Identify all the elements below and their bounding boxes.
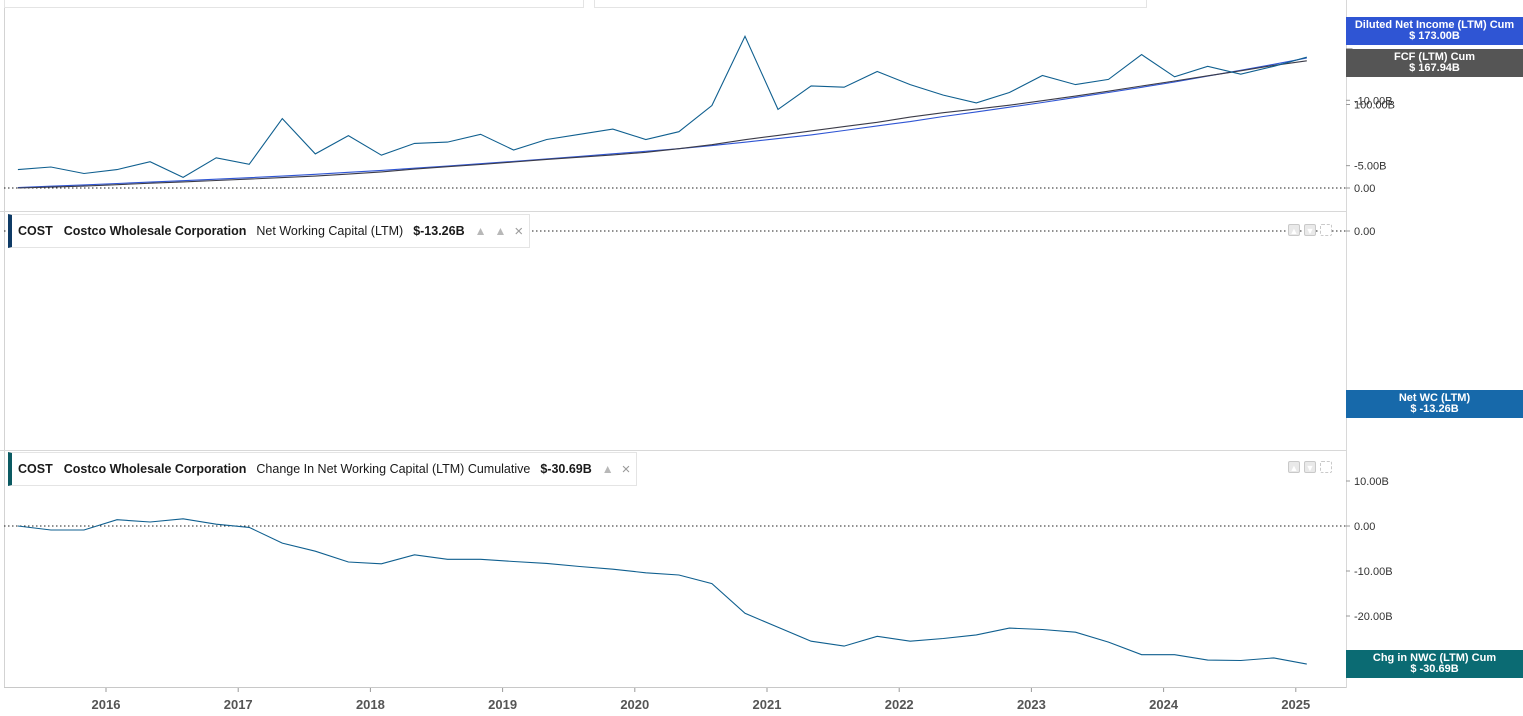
- close-icon[interactable]: ×: [514, 222, 524, 240]
- x-tick-label: 2024: [1149, 697, 1179, 712]
- tag-fcf-cum: FCF (LTM) Cum $ 167.94B: [1346, 49, 1523, 77]
- legend-net-working-capital[interactable]: COST Costco Wholesale Corporation Net Wo…: [8, 214, 531, 248]
- x-tick-label: 2017: [224, 697, 253, 712]
- x-tick-label: 2020: [620, 697, 649, 712]
- copy-icon[interactable]: ▲: [494, 224, 507, 238]
- move-up-icon[interactable]: ▲: [1288, 224, 1300, 236]
- close-icon[interactable]: ×: [621, 460, 631, 478]
- tag-name: Net WC (LTM): [1398, 392, 1471, 404]
- y-tick-label: 100.00B: [1354, 100, 1395, 112]
- y-tick-label: -5.00B: [1354, 161, 1386, 173]
- series-line-fcf-ltm-cum[interactable]: [17, 60, 1307, 189]
- tag-net-wc: Net WC (LTM) $ -13.26B: [1346, 390, 1523, 418]
- tag-name: FCF (LTM) Cum: [1393, 51, 1476, 63]
- x-tick-label: 2022: [885, 697, 914, 712]
- metric-label: Net Working Capital (LTM): [256, 224, 404, 238]
- x-tick-label: 2023: [1017, 697, 1046, 712]
- maximize-icon[interactable]: [1320, 224, 1332, 236]
- x-tick-label: 2021: [753, 697, 782, 712]
- y-tick-label: -10.00B: [1354, 95, 1393, 107]
- move-down-icon[interactable]: ▼: [1304, 224, 1316, 236]
- y-tick-label: 10.00B: [1354, 476, 1389, 488]
- tag-value: $ -13.26B: [1410, 403, 1459, 415]
- metric-label: Change In Net Working Capital (LTM) Cumu…: [256, 462, 531, 476]
- ticker-label: COST: [18, 462, 53, 476]
- x-tick-label: 2019: [488, 697, 517, 712]
- y-tick-label: -20.00B: [1354, 611, 1393, 623]
- legend-change-in-nwc-cumulative[interactable]: COST Costco Wholesale Corporation Change…: [8, 452, 638, 486]
- maximize-icon[interactable]: [1320, 461, 1332, 473]
- panel-controls-bottom: ▲ ▼: [1288, 461, 1332, 473]
- y-tick-label: -10.00B: [1354, 566, 1393, 578]
- tag-value: $ 173.00B: [1409, 30, 1460, 42]
- tag-name: Diluted Net Income (LTM) Cum: [1354, 19, 1515, 31]
- metric-value: $-13.26B: [413, 224, 465, 238]
- y-tick-label: 0.00: [1354, 226, 1375, 238]
- metric-value: $-30.69B: [540, 462, 592, 476]
- x-tick-label: 2025: [1281, 697, 1310, 712]
- series-line-chg-in-nwc-ltm-cum[interactable]: [17, 518, 1307, 665]
- x-tick-label: 2018: [356, 697, 385, 712]
- series-line-diluted-net-income-ltm-cum[interactable]: [17, 57, 1307, 189]
- move-down-icon[interactable]: ▼: [1304, 461, 1316, 473]
- company-label: Costco Wholesale Corporation: [63, 462, 247, 476]
- company-label: Costco Wholesale Corporation: [63, 224, 247, 238]
- y-tick-label: 0.00: [1354, 183, 1375, 195]
- move-up-icon[interactable]: ▲: [1288, 461, 1300, 473]
- tag-value: $ -30.69B: [1410, 663, 1459, 675]
- tag-diluted-net-income-cum: Diluted Net Income (LTM) Cum $ 173.00B: [1346, 17, 1523, 45]
- tag-chg-in-nwc-cum: Chg in NWC (LTM) Cum $ -30.69B: [1346, 650, 1523, 678]
- legend-stub-right: [594, 0, 1147, 8]
- series-line-net-wc-ltm[interactable]: [17, 34, 1307, 179]
- panel-controls-middle: ▲ ▼: [1288, 224, 1332, 236]
- tag-value: $ 167.94B: [1409, 62, 1460, 74]
- legend-stub-left: [4, 0, 584, 8]
- x-tick-label: 2016: [92, 697, 121, 712]
- tag-name: Chg in NWC (LTM) Cum: [1372, 652, 1497, 664]
- ticker-label: COST: [18, 224, 53, 238]
- paint-bucket-icon[interactable]: ▲: [601, 462, 614, 476]
- paint-bucket-icon[interactable]: ▲: [474, 224, 487, 238]
- y-tick-label: 0.00: [1354, 521, 1375, 533]
